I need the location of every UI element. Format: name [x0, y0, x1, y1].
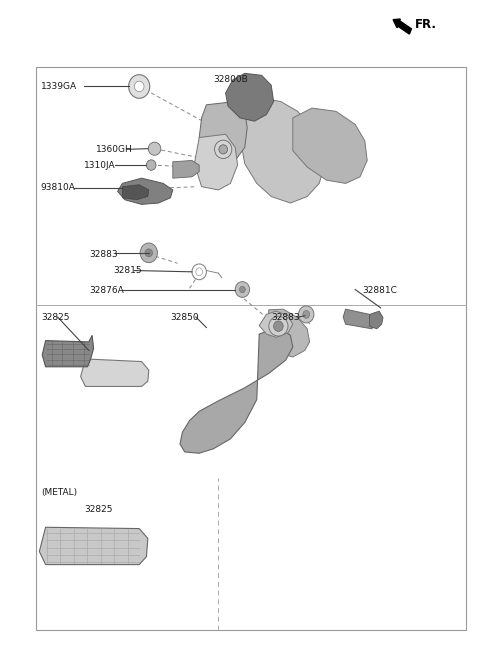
Polygon shape — [240, 98, 324, 203]
Polygon shape — [370, 311, 383, 329]
Text: 32876A: 32876A — [89, 286, 123, 295]
Ellipse shape — [215, 140, 232, 159]
Polygon shape — [173, 160, 199, 178]
Ellipse shape — [145, 249, 153, 257]
Ellipse shape — [192, 264, 206, 280]
Text: 32800B: 32800B — [214, 75, 248, 84]
Text: 32850: 32850 — [170, 312, 199, 322]
Ellipse shape — [240, 286, 245, 293]
Polygon shape — [118, 178, 173, 204]
Ellipse shape — [134, 81, 144, 92]
Text: FR.: FR. — [415, 18, 437, 31]
Polygon shape — [180, 328, 293, 453]
Polygon shape — [266, 309, 310, 357]
Ellipse shape — [235, 282, 250, 297]
Polygon shape — [226, 73, 274, 121]
Ellipse shape — [146, 160, 156, 170]
Text: 32815: 32815 — [113, 266, 142, 275]
Ellipse shape — [140, 243, 157, 263]
Ellipse shape — [219, 145, 228, 154]
Ellipse shape — [129, 75, 150, 98]
Text: 1360GH: 1360GH — [96, 145, 133, 154]
Ellipse shape — [148, 142, 161, 155]
Polygon shape — [194, 134, 238, 190]
Ellipse shape — [303, 310, 310, 318]
Polygon shape — [42, 335, 94, 367]
FancyArrow shape — [393, 19, 411, 34]
Polygon shape — [81, 359, 149, 386]
Polygon shape — [293, 108, 367, 183]
Text: 1339GA: 1339GA — [41, 82, 77, 91]
Text: 32881C: 32881C — [362, 286, 397, 295]
Text: (METAL): (METAL) — [41, 488, 77, 497]
Text: 32825: 32825 — [84, 505, 112, 514]
Polygon shape — [199, 102, 247, 165]
Ellipse shape — [299, 306, 314, 323]
Polygon shape — [122, 185, 149, 200]
Text: 1310JA: 1310JA — [84, 160, 116, 170]
Text: 93810A: 93810A — [41, 183, 76, 193]
Text: 32825: 32825 — [41, 312, 69, 322]
Ellipse shape — [269, 316, 288, 336]
Text: 32883: 32883 — [89, 250, 118, 259]
Ellipse shape — [274, 321, 283, 331]
Text: 32883: 32883 — [271, 312, 300, 322]
FancyBboxPatch shape — [36, 67, 466, 630]
Polygon shape — [39, 527, 148, 565]
Ellipse shape — [196, 268, 203, 276]
Polygon shape — [259, 311, 293, 337]
Polygon shape — [343, 309, 374, 329]
